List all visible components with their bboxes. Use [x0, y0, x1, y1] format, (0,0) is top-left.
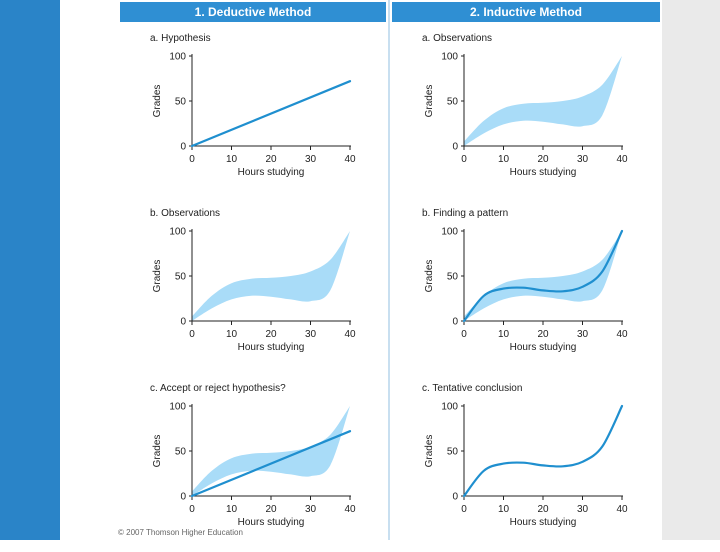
x-tick-label: 20 [537, 504, 549, 515]
x-tick-label: 0 [461, 329, 467, 340]
chart-title: a. Observations [422, 33, 492, 44]
observation-band [192, 231, 350, 321]
y-tick-label: 50 [447, 447, 459, 458]
y-tick-label: 0 [452, 142, 458, 153]
x-tick-label: 10 [498, 504, 510, 515]
x-tick-label: 30 [577, 154, 589, 165]
y-tick-label: 100 [169, 402, 186, 413]
y-tick-label: 0 [180, 317, 186, 328]
x-tick-label: 10 [498, 154, 510, 165]
chart-inductive-c: c. Tentative conclusion 0 50 100 0 10 20 30 40 Ho… [422, 383, 628, 528]
x-axis-label: Hours studying [238, 342, 305, 353]
x-axis-label: Hours studying [238, 517, 305, 528]
x-tick-label: 30 [577, 504, 589, 515]
chart-inductive-b: b. Finding a pattern 0 50 100 0 10 20 30 40 Hours… [422, 208, 628, 353]
copyright-notice: © 2007 Thomson Higher Education [118, 528, 243, 537]
series-conclusion [462, 404, 624, 498]
deductive-method-header: 1. Deductive Method [120, 2, 386, 22]
y-tick-label: 100 [441, 227, 458, 238]
chart-title: b. Observations [150, 208, 220, 219]
x-tick-label: 30 [305, 329, 317, 340]
x-tick-label: 20 [265, 329, 277, 340]
x-tick-label: 0 [189, 329, 195, 340]
x-tick-label: 20 [537, 154, 549, 165]
column-divider [388, 0, 390, 540]
x-tick-label: 40 [616, 154, 628, 165]
y-tick-label: 50 [175, 97, 187, 108]
chart-deductive-a: a. Hypothesis 0 50 100 0 10 20 30 40 Hours studyi… [150, 33, 356, 178]
x-tick-label: 30 [305, 504, 317, 515]
x-tick-label: 20 [265, 504, 277, 515]
x-tick-label: 40 [344, 329, 356, 340]
chart-title: a. Hypothesis [150, 33, 211, 44]
y-tick-label: 100 [441, 402, 458, 413]
y-tick-label: 100 [441, 52, 458, 63]
chart-inductive-a: a. Observations 0 50 100 0 10 20 30 40 Hours stud… [422, 33, 628, 178]
panel-inductive-c: c. Tentative conclusion 0 50 100 0 10 20 30 40 Ho… [390, 377, 660, 552]
x-tick-label: 0 [189, 154, 195, 165]
right-side-bar [662, 0, 720, 540]
series-hypothesis [190, 80, 352, 148]
left-side-bar [0, 0, 60, 540]
panel-inductive-b: b. Finding a pattern 0 50 100 0 10 20 30 40 Hours… [390, 202, 660, 377]
x-tick-label: 10 [498, 329, 510, 340]
y-tick-label: 100 [169, 52, 186, 63]
y-axis-label: Grades [152, 260, 163, 293]
panel-deductive-c: c. Accept or reject hypothesis? 0 50 100 0 10… [118, 377, 388, 552]
x-tick-label: 40 [344, 154, 356, 165]
figure: 1. Deductive Method 2. Inductive Method … [118, 0, 661, 540]
x-tick-label: 30 [577, 329, 589, 340]
series-hypothesis [190, 430, 352, 498]
y-axis-label: Grades [152, 435, 163, 468]
x-axis-label: Hours studying [238, 167, 305, 178]
y-axis-label: Grades [152, 85, 163, 118]
y-axis-label: Grades [424, 85, 435, 118]
x-axis-label: Hours studying [510, 517, 577, 528]
y-axis-label: Grades [424, 435, 435, 468]
x-tick-label: 10 [226, 329, 238, 340]
chart-deductive-b: b. Observations 0 50 100 0 10 20 30 40 Hours stud… [150, 208, 356, 353]
inductive-method-header: 2. Inductive Method [392, 2, 660, 22]
panel-deductive-b: b. Observations 0 50 100 0 10 20 30 40 Hours stud… [118, 202, 388, 377]
panel-deductive-a: a. Hypothesis 0 50 100 0 10 20 30 40 Hours studyi… [118, 27, 388, 202]
x-tick-label: 10 [226, 154, 238, 165]
x-axis-label: Hours studying [510, 342, 577, 353]
chart-deductive-c: c. Accept or reject hypothesis? 0 50 100 0 10… [150, 383, 356, 528]
x-tick-label: 0 [461, 154, 467, 165]
observation-band [192, 406, 350, 496]
x-tick-label: 0 [461, 504, 467, 515]
y-tick-label: 100 [169, 227, 186, 238]
x-tick-label: 20 [537, 329, 549, 340]
x-tick-label: 40 [616, 329, 628, 340]
x-tick-label: 30 [305, 154, 317, 165]
y-tick-label: 50 [175, 272, 187, 283]
chart-title: c. Tentative conclusion [422, 383, 522, 394]
x-axis-label: Hours studying [510, 167, 577, 178]
x-tick-label: 40 [616, 504, 628, 515]
x-tick-label: 0 [189, 504, 195, 515]
y-tick-label: 50 [175, 447, 187, 458]
y-tick-label: 0 [180, 492, 186, 503]
observation-band [464, 56, 622, 146]
x-tick-label: 20 [265, 154, 277, 165]
y-tick-label: 0 [452, 492, 458, 503]
observation-band [464, 231, 622, 321]
panel-inductive-a: a. Observations 0 50 100 0 10 20 30 40 Hours stud… [390, 27, 660, 202]
y-tick-label: 0 [180, 142, 186, 153]
x-tick-label: 40 [344, 504, 356, 515]
y-axis-label: Grades [424, 260, 435, 293]
x-tick-label: 10 [226, 504, 238, 515]
y-tick-label: 0 [452, 317, 458, 328]
y-tick-label: 50 [447, 272, 459, 283]
chart-title: b. Finding a pattern [422, 208, 508, 219]
chart-title: c. Accept or reject hypothesis? [150, 383, 286, 394]
y-tick-label: 50 [447, 97, 459, 108]
series-pattern [462, 229, 624, 323]
